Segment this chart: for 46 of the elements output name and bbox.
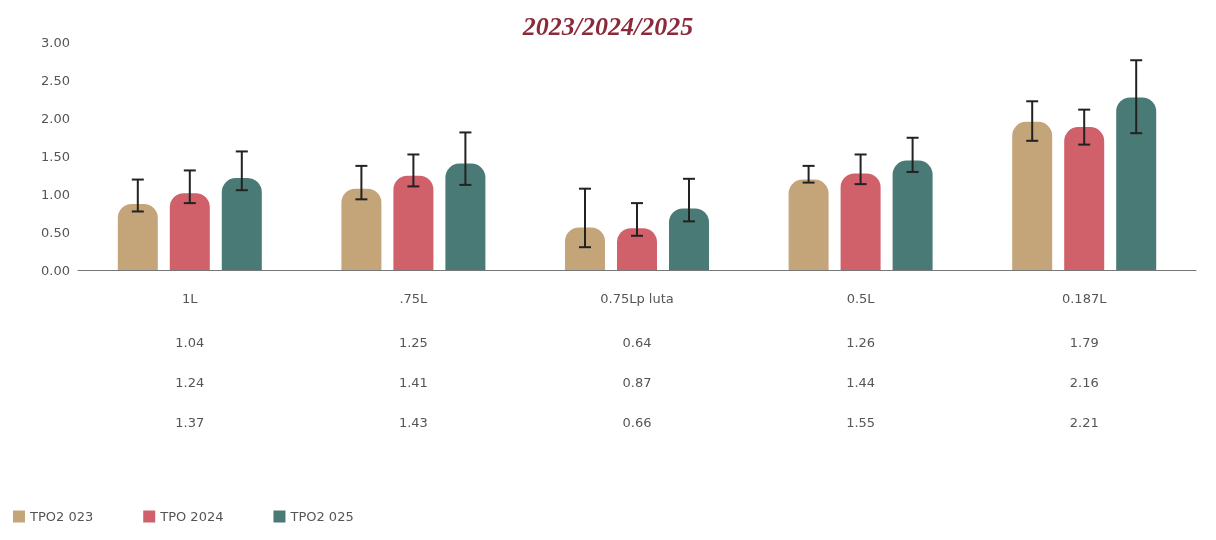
bar [840, 173, 881, 270]
bar [565, 227, 605, 270]
bar [445, 163, 486, 270]
text: 1.24 [175, 374, 205, 390]
x-tick-label: .75L [399, 291, 429, 306]
text: 1.55 [846, 414, 876, 430]
text: 1.37 [175, 414, 205, 430]
bar [341, 188, 382, 270]
text: 0.64 [622, 334, 652, 350]
bar [169, 193, 210, 270]
bar [221, 178, 262, 270]
y-tick-label: 2.00 [41, 110, 70, 126]
legend-label: TPO2 025 [289, 509, 354, 524]
chart-title: 2023/2024/2025 [521, 11, 694, 41]
bar [117, 203, 158, 270]
bar [788, 179, 829, 270]
text: 1.41 [398, 374, 428, 390]
x-tick-label: 0.5L [846, 291, 876, 306]
y-tick-label: 0.00 [41, 262, 70, 278]
legend-label: TPO 2024 [159, 509, 224, 524]
bar [1064, 127, 1105, 270]
y-tick-label: 0.50 [41, 224, 70, 240]
y-tick-label: 3.00 [41, 34, 70, 50]
bar [393, 175, 434, 270]
x-tick-label: 1L [182, 291, 199, 306]
bar [669, 208, 709, 270]
text: 0.87 [622, 374, 652, 390]
bar [1012, 121, 1053, 270]
text: 1.26 [846, 334, 876, 350]
text: 1.44 [846, 374, 876, 390]
y-tick-label: 1.50 [41, 148, 70, 164]
y-tick-label: 2.50 [41, 72, 70, 88]
bar [1116, 97, 1157, 270]
text: 2.16 [1069, 374, 1099, 390]
text: 2.21 [1069, 414, 1099, 430]
text: 1.25 [398, 334, 428, 350]
legend-label: TPO2 023 [29, 509, 94, 524]
text: 1.04 [175, 334, 205, 350]
text: 0.66 [622, 414, 652, 430]
x-tick-label: 0.187L [1061, 291, 1108, 306]
text: 1.79 [1069, 334, 1099, 350]
y-tick-label: 1.00 [41, 186, 70, 202]
bar [892, 160, 933, 270]
x-tick-label: 0.75Lp luta [600, 291, 674, 306]
bar [617, 228, 657, 270]
text: 1.43 [398, 414, 428, 430]
